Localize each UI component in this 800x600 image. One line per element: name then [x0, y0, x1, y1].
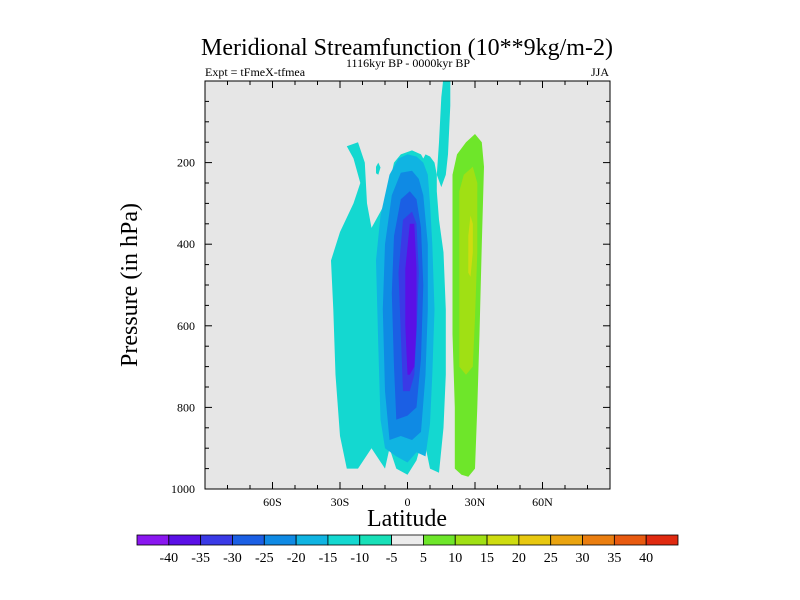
axis-ticks: 60S 30S 0 30N 60N 200 400 600 800 1000: [171, 81, 610, 509]
colorbar-box: [263, 534, 297, 546]
colorbar-box: [613, 534, 647, 546]
contour-southern-cell-level--35: [405, 223, 417, 375]
right-string: JJA: [591, 65, 609, 79]
colorbar-box: [423, 534, 456, 546]
colorbar-label: -30: [223, 551, 242, 566]
x-tick-label: 60N: [532, 495, 553, 509]
colorbar-box: [232, 534, 265, 546]
colorbar-box: [168, 534, 202, 546]
colorbar-box: [391, 534, 424, 546]
x-tick-label: 0: [405, 495, 411, 509]
colorbar-label: -25: [255, 551, 274, 566]
colorbar-label: -40: [159, 551, 178, 566]
colorbar-box: [359, 534, 392, 546]
colorbar-box: [518, 534, 552, 546]
contour-northern-cell-level-15: [468, 215, 473, 277]
colorbar-label: 25: [544, 551, 558, 566]
center-string: 1116kyr BP - 0000kyr BP: [346, 56, 470, 70]
contour-fills: [331, 81, 484, 477]
contour-narrow-jet-level--10: [436, 81, 451, 188]
colorbar-box: [454, 534, 488, 546]
colorbar-box: [136, 534, 170, 546]
left-string: Expt = tFmeX-tfmea: [205, 65, 306, 79]
colorbar-label: 35: [607, 551, 621, 566]
colorbar-label: 40: [639, 551, 653, 566]
x-axis-title: Latitude: [367, 506, 447, 532]
colorbar-label: -5: [386, 551, 398, 566]
colorbar-box: [295, 534, 329, 546]
colorbar-box: [645, 534, 679, 546]
y-tick-label: 800: [177, 400, 195, 414]
colorbar-label: -35: [191, 551, 210, 566]
y-tick-label: 1000: [171, 482, 195, 496]
colorbar-box: [200, 534, 233, 546]
colorbar-label: 5: [420, 551, 427, 566]
colorbar-box: [582, 534, 615, 546]
colorbar-label: 15: [480, 551, 494, 566]
colorbar-box: [486, 534, 520, 546]
colorbar-label: -15: [319, 551, 338, 566]
y-tick-label: 200: [177, 156, 195, 170]
y-tick-label: 600: [177, 319, 195, 333]
colorbar-box: [327, 534, 361, 546]
x-tick-label: 60S: [263, 495, 282, 509]
colorbar-label: -10: [350, 551, 369, 566]
y-axis-title: Pressure (in hPa): [117, 203, 143, 367]
colorbar-label: 20: [512, 551, 526, 566]
x-tick-label: 30S: [331, 495, 350, 509]
colorbar-label: 10: [448, 551, 462, 566]
colorbar-box: [550, 534, 583, 546]
contour-left-island-level--10: [376, 162, 381, 175]
y-tick-label: 400: [177, 237, 195, 251]
x-tick-label: 30N: [465, 495, 486, 509]
colorbar: -40 -35 -30 -25 -20 -15 -10 -5 5 10 15 20 25 30 35 40: [136, 534, 679, 566]
colorbar-label: -20: [287, 551, 306, 566]
chart-title: Meridional Streamfunction (10**9kg/m-2): [201, 35, 613, 61]
colorbar-label: 30: [576, 551, 590, 566]
